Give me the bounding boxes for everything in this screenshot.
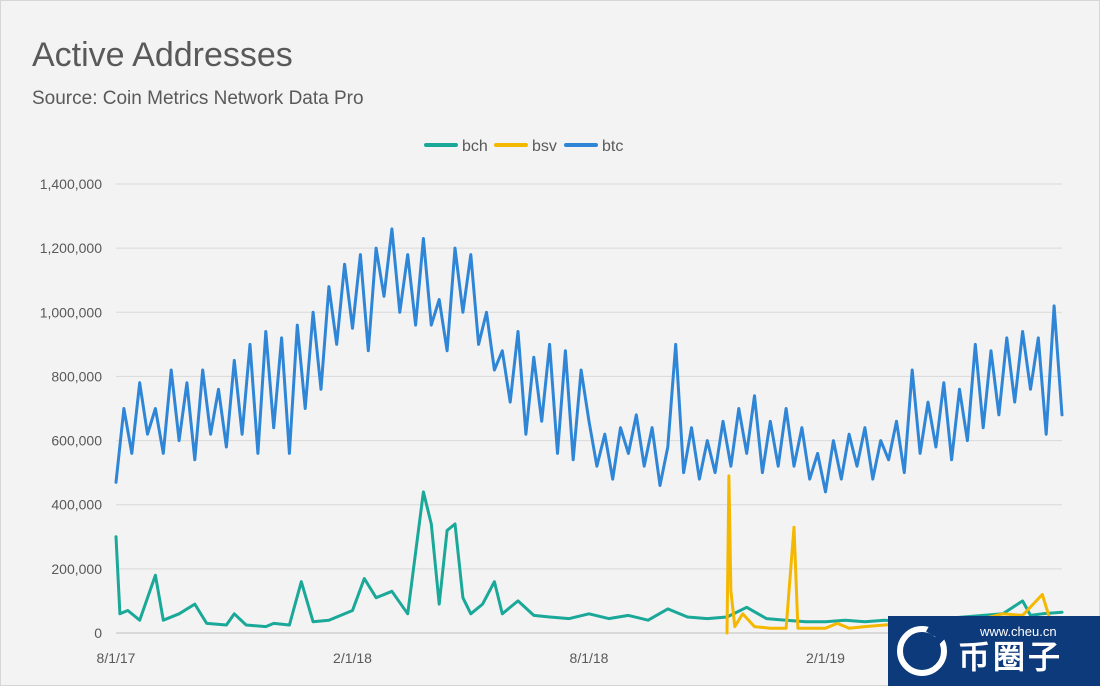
legend-label-bsv: bsv <box>532 138 557 155</box>
x-tick-label: 2/1/19 <box>806 650 845 666</box>
watermark-logo-icon <box>897 624 949 676</box>
y-tick-label: 200,000 <box>51 561 102 577</box>
y-tick-label: 1,200,000 <box>40 240 102 256</box>
x-tick-label: 8/1/17 <box>97 650 136 666</box>
series-line-bsv <box>725 474 1064 635</box>
legend-label-bch: bch <box>462 138 488 155</box>
chart-subtitle: Source: Coin Metrics Network Data Pro <box>32 88 364 109</box>
y-tick-label: 400,000 <box>51 497 102 513</box>
x-tick-label: 8/1/18 <box>570 650 609 666</box>
y-tick-label: 0 <box>94 625 102 641</box>
watermark-text: 币圈子 <box>958 639 1064 675</box>
y-tick-label: 1,000,000 <box>40 304 102 320</box>
series-line-btc <box>114 227 1064 494</box>
y-tick-label: 800,000 <box>51 368 102 384</box>
legend-label-btc: btc <box>602 138 623 155</box>
x-tick-label: 2/1/18 <box>333 650 372 666</box>
watermark-url: www.cheu.cn <box>980 624 1057 639</box>
watermark-badge: www.cheu.cn 币圈子 <box>888 616 1100 686</box>
series-line-bch <box>114 490 1064 629</box>
y-tick-label: 1,400,000 <box>40 176 102 192</box>
chart-title: Active Addresses <box>32 36 293 74</box>
y-tick-label: 600,000 <box>51 433 102 449</box>
